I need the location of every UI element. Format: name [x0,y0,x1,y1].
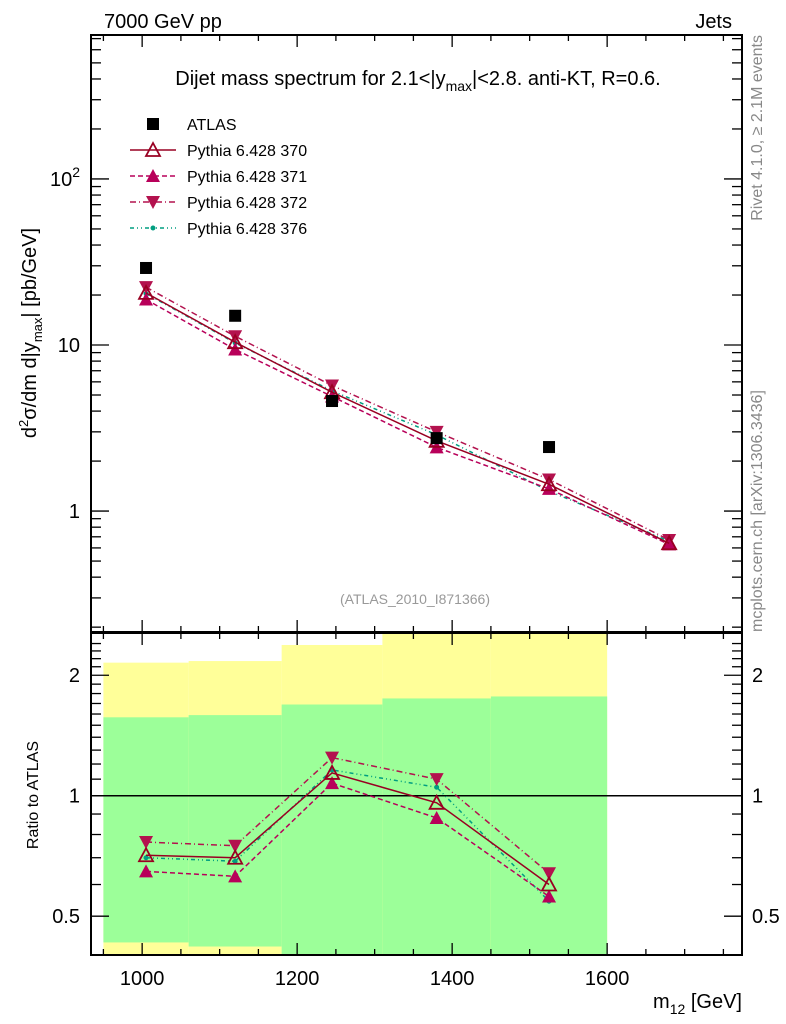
data-point-p371 [662,537,677,551]
series-line-p372 [145,286,670,541]
data-point-p372 [542,867,557,881]
y-tick-label: 1 [69,501,80,523]
data-marks [137,261,678,904]
data-point-atlas [229,309,242,322]
legend: ATLAS Pythia 6.428 370 Pythia 6.428 371 Pyt… [130,117,307,238]
analysis-id: (ATLAS_2010_I871366) [340,591,490,607]
data-point-p371 [139,864,154,878]
legend-marker-p376 [150,225,156,231]
mcplots-label: mcplots.cern.ch [arXiv:1306.3436] [749,390,766,632]
legend-label-p372: Pythia 6.428 372 [187,195,307,212]
series-line-p376 [145,292,670,542]
plot-title: Dijet mass spectrum for 2.1<|ymax|<2.8. … [175,68,660,94]
series-atlas [140,261,556,454]
legend-marker-p370 [144,141,162,157]
x-axis-label: m12 [GeV] [653,991,742,1017]
data-point-atlas [140,261,153,274]
data-point-p370 [428,793,446,810]
x-tick-label: 1400 [430,968,475,990]
ratio-y-tick-label-right: 0.5 [752,906,780,928]
data-point-p372 [139,836,154,850]
legend-label-atlas: ATLAS [187,117,237,134]
data-point-p371 [429,810,444,824]
data-point-p371 [228,869,243,883]
data-point-p370 [137,283,155,300]
series-p371 [139,776,557,903]
ratio-y-tick-label: 0.5 [52,906,80,928]
data-point-p370 [540,875,558,892]
inner-uncertainty-band [490,696,608,955]
data-point-p370 [137,846,155,863]
data-point-atlas [326,395,339,408]
ratio-frame [90,632,743,956]
legend-marker-p372 [146,196,160,209]
ratio-y-tick-label: 1 [69,786,80,808]
legend-marker-atlas [147,118,159,130]
ratio-y-tick-label: 2 [69,665,80,687]
legend-label-p370: Pythia 6.428 370 [187,143,307,160]
uncertainty-bands [103,633,608,955]
rivet-version-label: Rivet 4.1.0, ≥ 2.1M events [749,35,766,221]
series-p370 [137,764,558,892]
x-tick-label: 1000 [120,968,165,990]
inner-uncertainty-band [281,704,383,955]
series-line-p370 [146,772,550,886]
data-point-p372 [542,473,557,487]
inner-uncertainty-band [103,717,189,943]
data-point-p371 [542,481,557,495]
y-axis-label: d2σ/dm d|ymax| [pb/GeV] [16,228,45,438]
data-point-p376 [232,858,238,864]
data-point-p372 [228,839,243,853]
ratio-y-tick-label-right: 1 [752,786,763,808]
ratio-y-tick-label-right: 2 [752,665,763,687]
inner-uncertainty-band [188,715,282,947]
series-line-p371 [145,298,670,546]
legend-label-p376: Pythia 6.428 376 [187,221,307,238]
data-point-p376 [434,784,440,790]
data-point-p370 [540,475,558,492]
series-p372 [139,751,557,881]
ratio-axis-label: Ratio to ATLAS [25,741,42,849]
data-point-p370 [226,848,244,865]
process-label: Jets [695,11,732,33]
data-point-p372 [325,751,340,765]
data-point-p370 [323,764,341,780]
legend-label-p371: Pythia 6.428 371 [187,169,307,186]
y-tick-label: 102 [50,164,80,191]
inner-uncertainty-band [382,698,491,955]
y-tick-label: 10 [58,335,80,357]
axes: 1000 1200 1400 1600 102 10 1 2 2 1 1 0.5 0.5 [50,34,780,990]
x-tick-label: 1200 [275,968,320,990]
data-point-p371 [325,776,340,790]
data-point-p371 [542,889,557,903]
energy-label: 7000 GeV pp [104,11,222,33]
x-tick-label: 1600 [585,968,630,990]
legend-marker-p371 [146,169,160,182]
data-point-p376 [143,855,149,861]
data-point-p370 [660,534,678,551]
data-point-p370 [226,333,244,350]
data-point-atlas [543,441,556,454]
series-p371 [139,292,677,551]
data-point-p372 [429,773,444,787]
data-point-atlas [430,432,443,445]
series-line-p370 [145,292,670,544]
series-line-p371 [145,782,550,898]
